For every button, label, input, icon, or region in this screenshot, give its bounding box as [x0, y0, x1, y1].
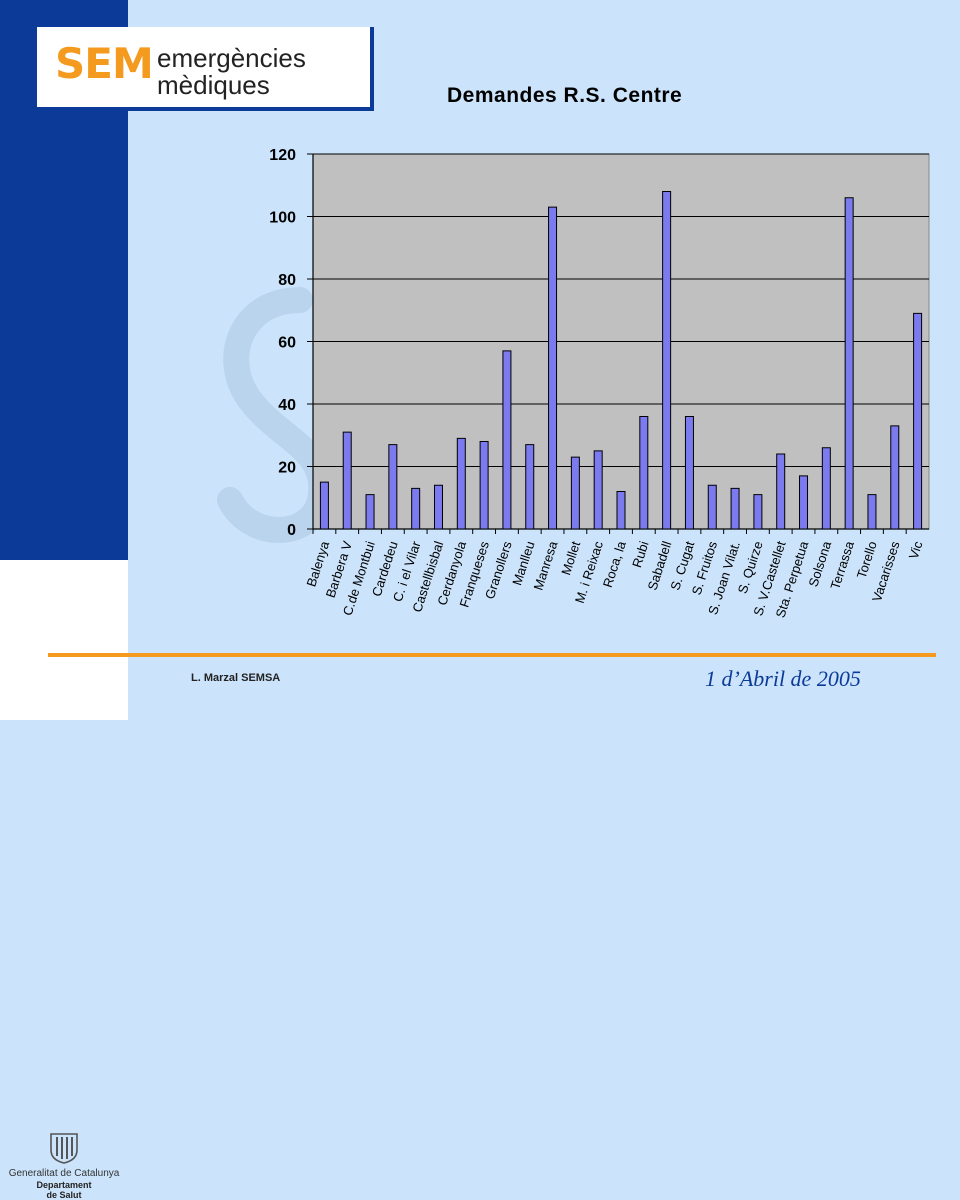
author-label: L. Marzal SEMSA: [191, 672, 281, 684]
bar: [319, 481, 329, 530]
sem-logo-line1: emergències: [157, 43, 306, 73]
y-tick-label: 60: [278, 335, 296, 352]
bar: [365, 494, 375, 530]
bar: [913, 312, 923, 530]
bar: [776, 453, 786, 530]
bar: [411, 487, 421, 530]
gridlines: [313, 153, 929, 467]
watermark-s-icon: [217, 287, 335, 543]
chart-title: Demandes R.S. Centre: [447, 84, 683, 107]
y-tick-label: 40: [278, 397, 296, 414]
bar: [707, 484, 717, 530]
bar: [844, 197, 854, 530]
bar: [616, 491, 626, 530]
bar: [593, 450, 603, 530]
generalitat-emblem-icon: [50, 1133, 78, 1164]
bar: [433, 484, 443, 530]
bar: [456, 437, 466, 530]
bar: [639, 416, 649, 530]
y-tick-label: 20: [278, 460, 296, 477]
department-name-line2: de Salut: [46, 1190, 82, 1200]
bar: [753, 494, 763, 530]
y-tick-label: 120: [269, 147, 296, 164]
bar: [730, 487, 740, 530]
x-tick-label: Vic: [906, 539, 926, 561]
footer-divider: [48, 653, 936, 657]
bar: [525, 444, 535, 530]
bar: [479, 441, 489, 530]
y-tick-label: 100: [269, 210, 296, 227]
bar: [662, 191, 672, 530]
x-tick-label: Rubi: [629, 539, 652, 569]
presentation-date: 1 d’Abril de 2005: [705, 666, 861, 691]
bar: [570, 456, 580, 530]
department-name-line1: Departament: [36, 1180, 92, 1190]
bar: [867, 494, 877, 530]
sem-logo-line2: mèdiques: [157, 70, 270, 100]
bar: [821, 447, 831, 530]
bar: [684, 416, 694, 530]
y-tick-label: 80: [278, 272, 296, 289]
government-name: Generalitat de Catalunya: [8, 1168, 120, 1179]
bar: [799, 475, 809, 530]
bar: [342, 431, 352, 530]
x-tick-label: Mollet: [558, 539, 583, 577]
bar: [388, 444, 398, 530]
y-tick-label: 0: [287, 522, 296, 539]
bar: [890, 425, 900, 530]
bars: [319, 191, 923, 530]
sem-logo: SEM emergències mèdiques: [37, 27, 374, 111]
bar: [548, 206, 558, 530]
bar: [502, 350, 512, 530]
x-tick-label: Torello: [854, 539, 880, 580]
sem-logo-mark: SEM: [55, 39, 154, 88]
